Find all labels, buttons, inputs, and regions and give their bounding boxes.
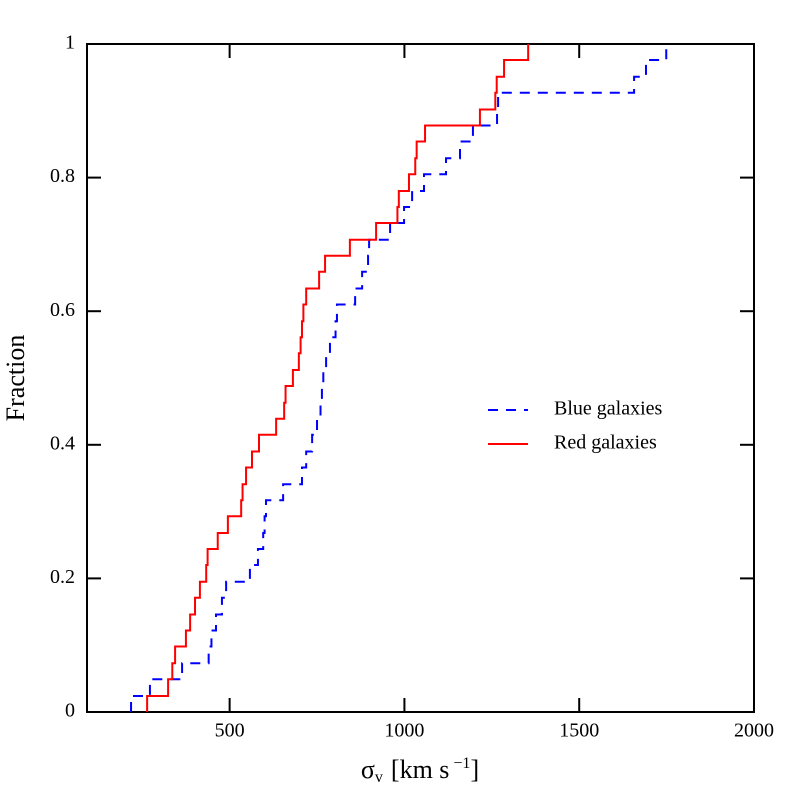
- y-tick-label: 1: [65, 32, 75, 54]
- x-tick-label: 1000: [384, 720, 424, 742]
- step-line: [130, 44, 668, 712]
- legend-label: Blue galaxies: [554, 398, 663, 420]
- y-tick-label: 0.4: [50, 432, 75, 454]
- y-tick-label: 0: [65, 700, 75, 722]
- x-label-close: ]: [470, 755, 479, 784]
- x-label-unit: [km s: [391, 755, 450, 784]
- x-label-sup: −1: [453, 755, 470, 772]
- y-tick-label: 0.6: [50, 299, 75, 321]
- x-label-sub: v: [375, 769, 383, 786]
- x-axis-label: σv [km s −1]: [361, 755, 479, 786]
- step-line: [146, 44, 530, 712]
- y-tick-label: 0.8: [50, 165, 75, 187]
- x-label-symbol: σ: [361, 755, 375, 784]
- x-tick-label: 1500: [559, 720, 599, 742]
- plot-frame: [86, 43, 755, 713]
- legend-label: Red galaxies: [554, 432, 657, 454]
- x-tick-label: 2000: [734, 720, 774, 742]
- y-tick-label: 0.2: [50, 566, 75, 588]
- y-axis-label: Fraction: [1, 335, 30, 422]
- x-tick-label: 500: [215, 720, 245, 742]
